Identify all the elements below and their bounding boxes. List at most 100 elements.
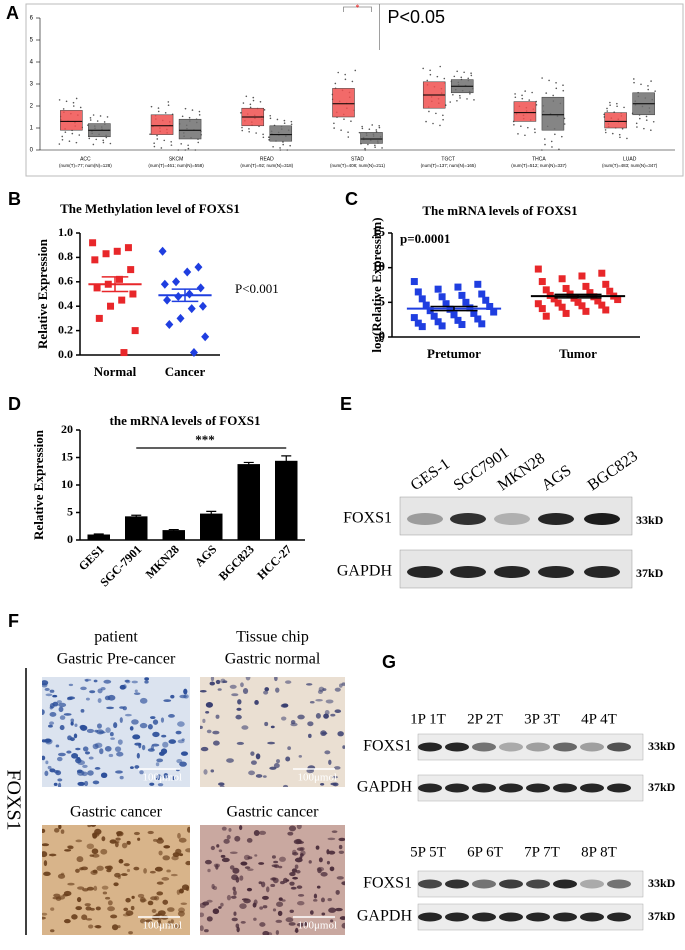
jitter-dot [422, 67, 424, 70]
data-point [470, 309, 478, 317]
jitter-dot [184, 149, 187, 151]
x-tick-label: SKCM [169, 156, 183, 162]
data-point [165, 320, 174, 329]
x-tick-label: SGC-7901 [97, 542, 144, 589]
cell [206, 916, 213, 922]
data-point [578, 302, 586, 310]
cell [296, 825, 302, 830]
jitter-dot [283, 122, 286, 124]
cell [320, 871, 328, 877]
data-point [414, 288, 422, 296]
blot-band [499, 742, 523, 752]
cell [49, 929, 55, 933]
category-note: (num(T)=408; num(N)=211) [330, 163, 385, 168]
cell [129, 766, 134, 770]
box [360, 132, 383, 144]
cell [289, 881, 295, 886]
jitter-dot [358, 131, 361, 134]
cell [289, 909, 294, 913]
size-label: 33kD [636, 513, 664, 527]
data-point [454, 316, 462, 324]
cell [149, 716, 156, 719]
box [332, 88, 355, 118]
cell [111, 924, 119, 931]
jitter-dot [58, 99, 61, 101]
jitter-dot [456, 99, 458, 102]
y-tick-label: 5 [30, 38, 34, 44]
lane-label: GES-1 [408, 455, 453, 494]
data-point [474, 315, 482, 323]
scale-label: 100μmol [297, 920, 337, 932]
y-tick-label: 4 [30, 60, 34, 66]
data-point [183, 267, 192, 277]
jitter-dot [429, 73, 432, 76]
jitter-dot [157, 110, 160, 113]
cell [123, 863, 130, 867]
cell [295, 927, 299, 933]
cell [144, 680, 149, 684]
data-point [107, 302, 115, 310]
error-bar [243, 461, 254, 466]
data-point [129, 290, 137, 298]
jitter-dot [558, 148, 560, 151]
cell [92, 780, 100, 785]
cell [139, 770, 144, 775]
tissue-background [42, 677, 190, 787]
cell [48, 853, 57, 857]
cell [328, 907, 337, 913]
jitter-dot [187, 144, 189, 147]
cell [42, 851, 48, 858]
cell [230, 895, 237, 899]
cell [215, 864, 219, 870]
blot-band [526, 783, 550, 793]
cell [296, 922, 305, 927]
cell [240, 861, 248, 866]
cell [150, 745, 155, 751]
jitter-dot [105, 136, 108, 139]
jitter-dot [153, 142, 155, 145]
jitter-dot [198, 114, 201, 116]
cell [88, 924, 94, 929]
cell [281, 899, 286, 902]
cell [80, 686, 87, 691]
cell [156, 881, 164, 885]
cell [124, 713, 132, 717]
cell [244, 866, 251, 870]
image-caption: Tissue chip [236, 629, 309, 646]
cell [315, 845, 320, 850]
data-point [172, 277, 181, 287]
cell [327, 898, 332, 902]
cell [85, 697, 90, 701]
cell [299, 846, 305, 851]
data-point [163, 295, 172, 305]
cell [155, 762, 160, 767]
cell [67, 882, 75, 886]
jitter-dot [375, 129, 378, 131]
cell [85, 906, 92, 911]
jitter-dot [92, 143, 95, 146]
jitter-dot [621, 128, 624, 130]
cell [250, 751, 255, 756]
cell [200, 925, 204, 932]
cell [119, 717, 123, 723]
cell [108, 753, 114, 758]
cell [100, 848, 108, 855]
data-point [89, 239, 97, 247]
jitter-dot [528, 99, 531, 101]
cell [157, 917, 162, 923]
data-point [482, 296, 490, 304]
blot-band [584, 566, 620, 578]
cell [341, 881, 345, 886]
jitter-dot [286, 149, 289, 151]
jitter-dot [167, 101, 170, 103]
y-tick-label: 5 [67, 504, 73, 518]
data-point [127, 266, 135, 274]
jitter-dot [156, 134, 158, 137]
cell [272, 908, 277, 912]
blot-band [526, 742, 550, 752]
blot-band [580, 783, 604, 793]
cell [290, 722, 298, 727]
jitter-dot [636, 126, 638, 128]
blot-band [450, 513, 486, 525]
jitter-dot [163, 139, 166, 142]
